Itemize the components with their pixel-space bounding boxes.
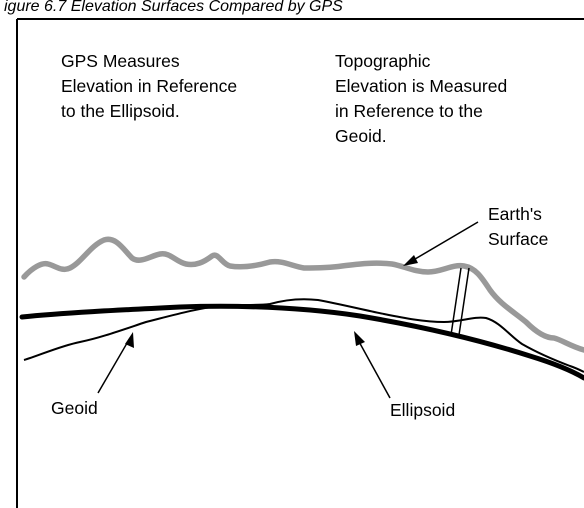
geoid-arrow (97, 337, 131, 394)
geoid-arrowhead (125, 332, 134, 348)
earth-surface-arrow (409, 221, 479, 263)
ellipsoid-arrow (356, 337, 391, 399)
figure-caption-fragment: igure 6.7 Elevation Surfaces Compared by… (4, 0, 343, 15)
gps-label: GPS Measures Elevation in Reference to t… (61, 51, 242, 121)
geoid-line (23, 298, 584, 373)
ellipsoid-arrowhead (354, 331, 365, 346)
elevation-marker-right (458, 267, 470, 336)
geoid-label: Geoid (51, 398, 98, 418)
earth-surface-line (21, 236, 584, 353)
elevation-marker-left (450, 267, 462, 336)
earth-surface-arrowhead (403, 255, 418, 266)
topographic-label: Topographic Elevation is Measured in Ref… (335, 51, 512, 146)
ellipsoid-label: Ellipsoid (390, 400, 455, 420)
ellipsoid-line (19, 303, 584, 381)
earth-surface-label: Earth's Surface (488, 204, 548, 249)
